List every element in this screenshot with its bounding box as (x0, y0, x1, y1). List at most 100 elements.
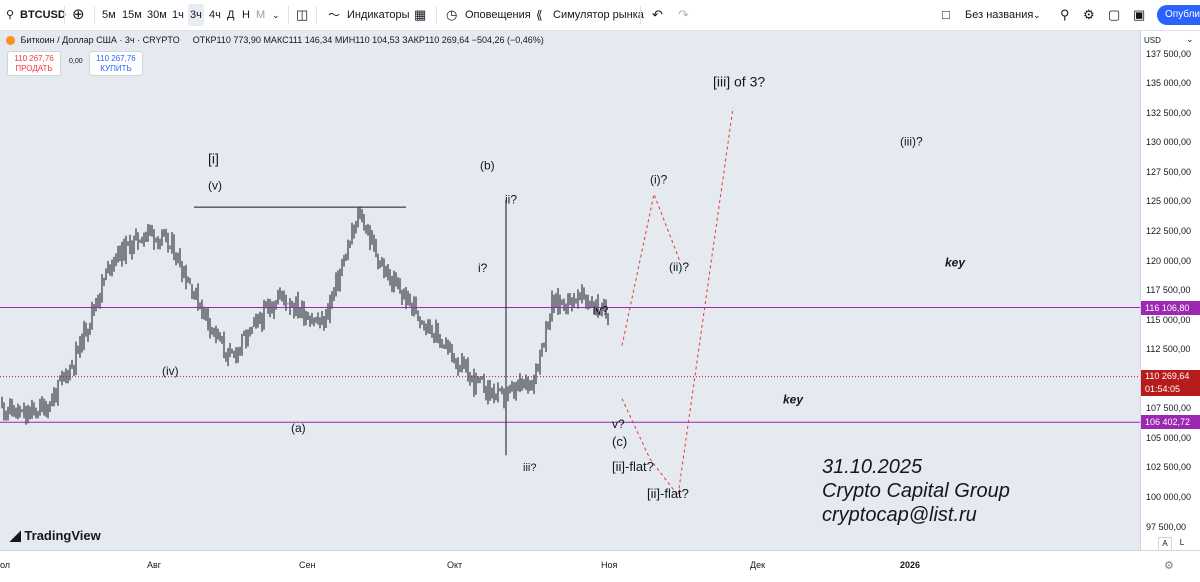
fullscreen-icon[interactable]: ▢ (1108, 7, 1121, 22)
level-price-tag[interactable]: 116 106,80 (1141, 300, 1200, 315)
wave-annotation[interactable]: key (945, 255, 966, 269)
tradingview-logo-text: TradingView (24, 528, 101, 543)
templates-grid-icon[interactable]: ▦ (414, 7, 427, 22)
publish-button[interactable]: Опублик (1157, 5, 1200, 25)
symbol-name[interactable]: BTCUSD (20, 9, 66, 21)
interval-day[interactable]: Д (227, 9, 235, 21)
currency-label[interactable]: USD (1144, 36, 1161, 45)
wave-annotation[interactable]: [iii] of 3? (713, 74, 765, 90)
symbol-search-icon[interactable]: ⚲ (6, 9, 15, 21)
price-tick-label: 137 500,00 (1146, 48, 1192, 59)
last-price-tag: 110 269,64 01:54:05 (1141, 369, 1200, 396)
sell-label: ПРОДАТЬ (15, 64, 53, 73)
candle-type-icon[interactable]: ◫ (296, 7, 309, 22)
timezone-gear-icon[interactable]: ⚙ (1164, 560, 1174, 572)
interval-3h[interactable]: 3ч (188, 4, 204, 26)
wave-annotation[interactable]: iv? (593, 304, 609, 318)
time-tick-label: Окт (447, 560, 463, 570)
price-chart[interactable]: [i] (v) (iv) (a) (b) ii? i? iii? iv? v? (c) (i)? (ii… (0, 31, 1140, 550)
wave-annotation[interactable]: (iv) (162, 364, 179, 378)
interval-30m[interactable]: 30м (147, 9, 167, 21)
legend-open: ОТКР110 773,90 (192, 35, 261, 45)
interval-5m[interactable]: 5м (102, 9, 116, 21)
legend-change: −504,26 (−0,46%) (471, 35, 544, 45)
time-axis[interactable]: A L ⚙ (0, 537, 1200, 582)
interval-1h[interactable]: 1ч (172, 9, 184, 21)
price-tick-label: 122 500,00 (1146, 225, 1192, 236)
replay-button[interactable]: Симулятор рынка (553, 9, 644, 21)
time-tick-label: Сен (299, 560, 316, 570)
buy-price: 110 267,76 (96, 54, 136, 63)
wave-annotation[interactable]: (ii)? (669, 260, 689, 274)
buy-label: КУПИТЬ (100, 64, 132, 73)
replay-icon[interactable]: ⟪ (536, 8, 543, 22)
redo-icon[interactable]: ↷ (678, 7, 689, 22)
settings-gear-icon[interactable]: ⚙ (1083, 7, 1095, 22)
price-tick-label: 97 500,00 (1146, 521, 1187, 532)
top-toolbar: ⚲ BTCUSD ⊕ 5м 15м 30м 1ч 3ч 4ч Д Н М ⌄ ◫… (0, 0, 1200, 31)
compare-add-icon[interactable]: ⊕ (72, 6, 85, 23)
indicators-icon[interactable]: 〜 (328, 8, 341, 22)
interval-week[interactable]: Н (242, 9, 250, 21)
price-tick-label: 115 000,00 (1146, 314, 1191, 325)
wave-annotation[interactable]: [ii]-flat? (612, 459, 654, 474)
price-tick-label: 112 500,00 (1146, 344, 1191, 355)
interval-15m[interactable]: 15м (122, 9, 142, 21)
signature-email: cryptocap@list.ru (822, 504, 977, 526)
price-tick-label: 130 000,00 (1146, 137, 1192, 148)
sell-button[interactable]: 110 267,76 ПРОДАТЬ (7, 51, 61, 76)
toolbar-divider (288, 6, 289, 24)
layout-dropdown-icon[interactable]: ⌄ (1033, 10, 1041, 20)
price-tick-label: 132 500,00 (1146, 107, 1192, 118)
time-tick-label: 2026 (900, 560, 921, 570)
alerts-button[interactable]: Оповещения (465, 9, 531, 21)
signature-date: 31.10.2025 (822, 456, 923, 478)
spread-value: 0,00 (69, 58, 83, 65)
interval-month[interactable]: М (256, 9, 266, 21)
time-tick-label: ол (0, 560, 11, 570)
wave-annotation[interactable]: (iii)? (900, 135, 923, 149)
wave-annotation[interactable]: (b) (480, 158, 495, 172)
time-tick-label: Ноя (601, 560, 618, 570)
buy-button[interactable]: 110 267,76 КУПИТЬ (89, 51, 143, 76)
price-tick-label: 117 500,00 (1146, 285, 1191, 296)
toolbar-divider (64, 6, 65, 24)
legend-close: ЗАКР110 269,64 (402, 35, 470, 45)
wave-annotation[interactable]: v? (612, 417, 625, 431)
legend-high: МАКС111 146,34 (263, 35, 333, 45)
wave-annotation[interactable]: (c) (612, 434, 627, 449)
layout-name[interactable]: Без названия (965, 9, 1034, 21)
price-axis[interactable]: USD ⌄ (1140, 31, 1200, 550)
snapshot-camera-icon[interactable]: ▣ (1133, 7, 1146, 22)
currency-dropdown-icon[interactable]: ⌄ (1186, 34, 1194, 44)
wave-annotation[interactable]: ii? (505, 193, 517, 207)
indicators-button[interactable]: Индикаторы (347, 9, 410, 21)
price-tick-label: 127 500,00 (1146, 166, 1192, 177)
bitcoin-coin-icon (6, 36, 15, 46)
layout-checkbox-icon[interactable]: □ (942, 7, 950, 22)
price-tick-label: 102 500,00 (1146, 462, 1192, 473)
quick-search-icon[interactable]: ⚲ (1060, 7, 1070, 22)
price-tick-label: 107 500,00 (1146, 403, 1192, 414)
projection-path (621, 107, 734, 497)
wave-annotation[interactable]: [i] (208, 150, 219, 166)
price-tick-label: 120 000,00 (1146, 255, 1192, 266)
alert-clock-icon[interactable]: ◷ (446, 7, 458, 22)
sell-price: 110 267,76 (14, 54, 54, 63)
interval-4h[interactable]: 4ч (209, 9, 221, 21)
auto-scale-icon[interactable]: A (1158, 537, 1172, 551)
chart-pane[interactable] (0, 31, 1140, 550)
wave-annotation[interactable]: iii? (523, 462, 536, 474)
tradingview-logo: ◢ TradingView (10, 527, 101, 544)
log-scale-icon[interactable]: L (1179, 538, 1185, 547)
wave-annotation[interactable]: (a) (291, 421, 306, 435)
wave-annotation[interactable]: i? (478, 261, 488, 275)
wave-annotation[interactable]: (v) (208, 178, 222, 192)
wave-annotation[interactable]: key (783, 392, 804, 406)
interval-dropdown-icon[interactable]: ⌄ (272, 10, 280, 20)
wave-annotation[interactable]: (i)? (650, 173, 668, 187)
level-price-tag[interactable]: 106 402,72 (1141, 415, 1200, 430)
wave-annotation[interactable]: [ii]-flat? (647, 486, 689, 501)
undo-icon[interactable]: ↶ (652, 7, 663, 22)
toolbar-divider (640, 6, 641, 24)
